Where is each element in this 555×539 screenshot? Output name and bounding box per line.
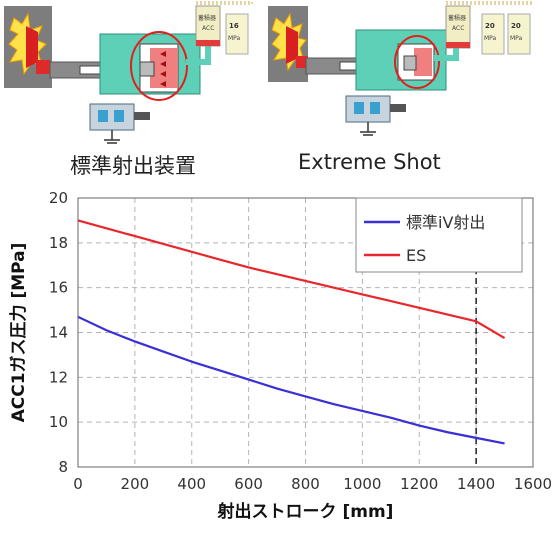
extreme-pressure-unit-1: MPa — [484, 35, 497, 42]
y-tick-label: 8 — [58, 458, 68, 476]
y-tick-labels: 8 10 12 14 16 18 20 — [49, 189, 68, 476]
extreme-nozzle — [296, 56, 308, 68]
x-tick-labels: 0 200 400 600 800 1000 1200 1400 1600 — [73, 475, 552, 493]
extreme-piston-head — [403, 55, 417, 71]
standard-pressure-unit: MPa — [228, 35, 241, 42]
extreme-acc-label: 蓄積器 — [448, 14, 466, 22]
series-layer — [77, 219, 506, 445]
extreme-melt — [286, 26, 298, 64]
x-tick-label: 1400 — [457, 475, 495, 493]
extreme-valve-port-b — [370, 102, 380, 114]
extreme-pressure-unit-2: MPa — [510, 35, 523, 42]
standard-valve — [89, 103, 135, 131]
x-tick-label: 200 — [121, 475, 150, 493]
legend-box — [355, 197, 523, 273]
standard-unit-diagram: 蓄積器 ACC 16 MPa — [4, 1, 253, 144]
standard-piston-head — [139, 61, 155, 77]
x-tick-label: 1200 — [400, 475, 438, 493]
standard-arrows — [160, 51, 166, 87]
legend-label-es: ES — [406, 246, 426, 265]
series-line-standard — [77, 315, 505, 445]
x-tick-label: 1000 — [343, 475, 381, 493]
extreme-highlight-ring — [394, 35, 440, 89]
x-tick-label: 400 — [177, 475, 206, 493]
standard-valve-actuator — [134, 112, 150, 120]
standard-acc-label: 蓄積器 — [198, 14, 216, 22]
legend-label-standard: 標準iV射出 — [406, 213, 485, 232]
extreme-acc-tank — [445, 5, 471, 49]
standard-acc-bottom — [196, 40, 220, 46]
plot-frame — [77, 197, 534, 468]
x-tick-label: 800 — [291, 475, 320, 493]
extreme-pipe — [434, 44, 459, 61]
extreme-unit-diagram: 蓄積器 ACC 20 MPa 20 MPa — [268, 1, 533, 136]
y-tick-label: 20 — [49, 189, 68, 207]
injection-diagrams: 蓄積器 ACC 16 MPa — [0, 0, 555, 180]
standard-pipe — [186, 44, 211, 65]
standard-nozzle — [36, 60, 50, 74]
standard-valve-port-b — [114, 110, 124, 122]
extreme-tank-dash — [445, 1, 533, 5]
extreme-valve — [345, 95, 391, 123]
standard-acc-label-2: ACC — [202, 25, 214, 32]
x-axis-title: 射出ストローク [mm] — [217, 501, 394, 522]
extreme-valve-actuator — [390, 104, 406, 112]
standard-ground-icon — [104, 130, 120, 144]
y-tick-label: 18 — [49, 234, 68, 252]
x-tick-label: 600 — [234, 475, 263, 493]
extreme-acc-bottom — [446, 42, 470, 48]
diagrams-svg: 蓄積器 ACC 16 MPa — [4, 1, 533, 144]
extreme-pressure-tag-1 — [481, 13, 505, 55]
standard-tank-dash — [195, 1, 253, 5]
x-tick-label: 1600 — [514, 475, 552, 493]
standard-pressure-value: 16 — [229, 22, 239, 30]
extreme-pressure-tag-2 — [507, 13, 531, 55]
x-tick-label: 0 — [73, 475, 83, 493]
y-tick-label: 12 — [49, 368, 68, 386]
y-tick-label: 16 — [49, 279, 68, 297]
standard-valve-port-a — [98, 110, 108, 122]
caption-extreme: Extreme Shot — [298, 150, 441, 174]
extreme-acc-label-2: ACC — [452, 25, 464, 32]
extreme-oil-area — [414, 48, 432, 76]
pressure-chart: 0 200 400 600 800 1000 1200 1400 1600 8 10 12 14 16 1… — [0, 180, 555, 535]
standard-highlight-ring — [130, 31, 188, 101]
extreme-valve-port-a — [354, 102, 364, 114]
y-tick-label: 10 — [49, 413, 68, 431]
extreme-pressure-value-1: 20 — [485, 22, 495, 30]
y-axis-title: ACC1ガス圧力 [MPa] — [8, 243, 29, 423]
caption-standard: 標準射出装置 — [70, 154, 196, 178]
standard-melt — [26, 26, 38, 68]
chart-svg: 0 200 400 600 800 1000 1200 1400 1600 8 10 12 14 16 1… — [8, 189, 552, 522]
standard-pressure-tag — [225, 13, 249, 55]
chart-legend: 標準iV射出 ES — [355, 197, 523, 273]
extreme-ground-icon — [360, 122, 376, 136]
series-line-es — [77, 219, 506, 340]
y-tick-label: 14 — [49, 324, 68, 342]
extreme-pressure-value-2: 20 — [511, 22, 521, 30]
